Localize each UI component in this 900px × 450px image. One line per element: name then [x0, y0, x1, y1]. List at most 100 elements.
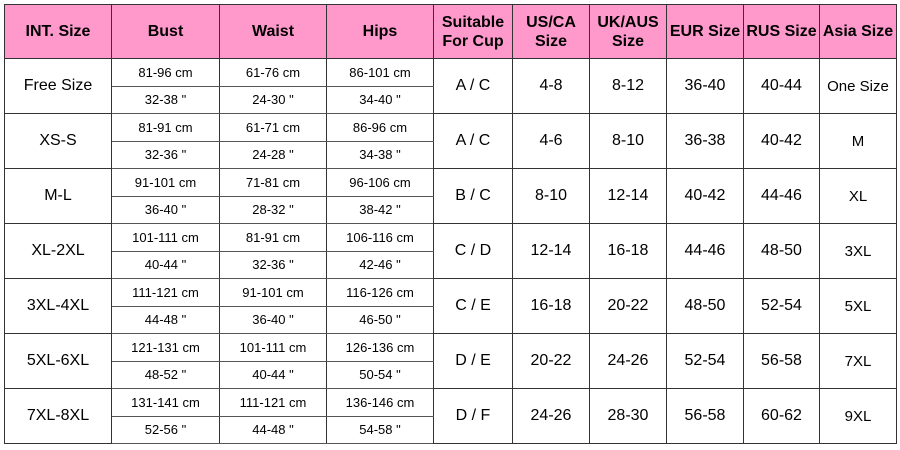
- bust-inch-cell: 52-56 ": [111, 415, 220, 444]
- int-size-cell: 3XL-4XL: [4, 278, 112, 334]
- hips-cm-cell: 116-126 cm: [326, 278, 434, 307]
- bust-inch-cell: 48-52 ": [111, 360, 220, 389]
- cup-cell: A / C: [433, 58, 513, 114]
- waist-inch-cell: 40-44 ": [219, 360, 327, 389]
- eur-size-cell: 36-40: [666, 58, 744, 114]
- cup-cell: D / E: [433, 333, 513, 389]
- rus-size-cell: 40-42: [743, 113, 820, 169]
- waist-cm-cell: 61-76 cm: [219, 58, 327, 87]
- waist-cm-cell: 101-111 cm: [219, 333, 327, 362]
- waist-inch-cell: 24-28 ": [219, 140, 327, 169]
- int-size-cell: 5XL-6XL: [4, 333, 112, 389]
- table-row: XS-S 81-91 cm 61-71 cm 86-96 cm A / C 4-6 8-10…: [4, 113, 897, 169]
- waist-cm-cell: 61-71 cm: [219, 113, 327, 142]
- header-int-size: INT. Size: [4, 4, 112, 59]
- us-ca-size-cell: 16-18: [512, 278, 590, 334]
- asia-size-cell: One Size: [819, 58, 897, 114]
- table-row-inches: 32-36 " 24-28 " 34-38 ": [5, 140, 897, 169]
- cup-cell: C / E: [433, 278, 513, 334]
- uk-aus-size-cell: 20-22: [589, 278, 667, 334]
- size-chart-table: INT. Size Bust Waist Hips Suitable For C…: [4, 4, 897, 444]
- table-row-inches: 52-56 " 44-48 " 54-58 ": [5, 415, 897, 444]
- header-eur: EUR Size: [666, 4, 744, 59]
- table-row: M-L 91-101 cm 71-81 cm 96-106 cm B / C 8-10 12…: [4, 168, 897, 224]
- eur-size-cell: 40-42: [666, 168, 744, 224]
- hips-inch-cell: 42-46 ": [326, 250, 434, 279]
- us-ca-size-cell: 4-6: [512, 113, 590, 169]
- header-asia: Asia Size: [819, 4, 897, 59]
- bust-cm-cell: 91-101 cm: [111, 168, 220, 197]
- table-row-inches: 48-52 " 40-44 " 50-54 ": [5, 360, 897, 389]
- waist-cm-cell: 111-121 cm: [219, 388, 327, 417]
- bust-cm-cell: 81-96 cm: [111, 58, 220, 87]
- hips-cm-cell: 126-136 cm: [326, 333, 434, 362]
- waist-inch-cell: 24-30 ": [219, 85, 327, 114]
- hips-inch-cell: 34-40 ": [326, 85, 434, 114]
- table-row: 7XL-8XL 131-141 cm 111-121 cm 136-146 cm D /…: [4, 388, 897, 444]
- asia-size-cell: XL: [819, 168, 897, 224]
- eur-size-cell: 48-50: [666, 278, 744, 334]
- header-row: INT. Size Bust Waist Hips Suitable For C…: [4, 4, 897, 59]
- header-us-ca: US/CA Size: [512, 4, 590, 59]
- hips-inch-cell: 50-54 ": [326, 360, 434, 389]
- header-bust: Bust: [111, 4, 220, 59]
- hips-inch-cell: 38-42 ": [326, 195, 434, 224]
- waist-inch-cell: 36-40 ": [219, 305, 327, 334]
- rus-size-cell: 52-54: [743, 278, 820, 334]
- us-ca-size-cell: 8-10: [512, 168, 590, 224]
- header-hips: Hips: [326, 4, 434, 59]
- eur-size-cell: 44-46: [666, 223, 744, 279]
- int-size-cell: M-L: [4, 168, 112, 224]
- table-row-inches: 32-38 " 24-30 " 34-40 ": [5, 85, 897, 114]
- bust-cm-cell: 121-131 cm: [111, 333, 220, 362]
- uk-aus-size-cell: 8-10: [589, 113, 667, 169]
- us-ca-size-cell: 20-22: [512, 333, 590, 389]
- cup-cell: D / F: [433, 388, 513, 444]
- waist-inch-cell: 28-32 ": [219, 195, 327, 224]
- asia-size-cell: 3XL: [819, 223, 897, 279]
- asia-size-cell: 7XL: [819, 333, 897, 389]
- hips-cm-cell: 106-116 cm: [326, 223, 434, 252]
- cup-cell: A / C: [433, 113, 513, 169]
- waist-inch-cell: 32-36 ": [219, 250, 327, 279]
- asia-size-cell: 5XL: [819, 278, 897, 334]
- waist-cm-cell: 91-101 cm: [219, 278, 327, 307]
- hips-cm-cell: 86-96 cm: [326, 113, 434, 142]
- uk-aus-size-cell: 24-26: [589, 333, 667, 389]
- bust-cm-cell: 81-91 cm: [111, 113, 220, 142]
- uk-aus-size-cell: 12-14: [589, 168, 667, 224]
- table-row: 3XL-4XL 111-121 cm 91-101 cm 116-126 cm C / …: [4, 278, 897, 334]
- uk-aus-size-cell: 16-18: [589, 223, 667, 279]
- eur-size-cell: 36-38: [666, 113, 744, 169]
- eur-size-cell: 52-54: [666, 333, 744, 389]
- hips-inch-cell: 54-58 ": [326, 415, 434, 444]
- int-size-cell: Free Size: [4, 58, 112, 114]
- asia-size-cell: M: [819, 113, 897, 169]
- hips-cm-cell: 86-101 cm: [326, 58, 434, 87]
- hips-cm-cell: 96-106 cm: [326, 168, 434, 197]
- hips-inch-cell: 46-50 ": [326, 305, 434, 334]
- rus-size-cell: 40-44: [743, 58, 820, 114]
- int-size-cell: 7XL-8XL: [4, 388, 112, 444]
- rus-size-cell: 44-46: [743, 168, 820, 224]
- header-cup: Suitable For Cup: [433, 4, 513, 59]
- us-ca-size-cell: 24-26: [512, 388, 590, 444]
- cup-cell: C / D: [433, 223, 513, 279]
- bust-inch-cell: 32-38 ": [111, 85, 220, 114]
- bust-cm-cell: 111-121 cm: [111, 278, 220, 307]
- int-size-cell: XS-S: [4, 113, 112, 169]
- uk-aus-size-cell: 8-12: [589, 58, 667, 114]
- bust-inch-cell: 44-48 ": [111, 305, 220, 334]
- eur-size-cell: 56-58: [666, 388, 744, 444]
- waist-inch-cell: 44-48 ": [219, 415, 327, 444]
- hips-cm-cell: 136-146 cm: [326, 388, 434, 417]
- rus-size-cell: 60-62: [743, 388, 820, 444]
- header-uk-aus: UK/AUS Size: [589, 4, 667, 59]
- header-waist: Waist: [219, 4, 327, 59]
- uk-aus-size-cell: 28-30: [589, 388, 667, 444]
- us-ca-size-cell: 4-8: [512, 58, 590, 114]
- header-rus: RUS Size: [743, 4, 820, 59]
- hips-inch-cell: 34-38 ": [326, 140, 434, 169]
- table-row-inches: 36-40 " 28-32 " 38-42 ": [5, 195, 897, 224]
